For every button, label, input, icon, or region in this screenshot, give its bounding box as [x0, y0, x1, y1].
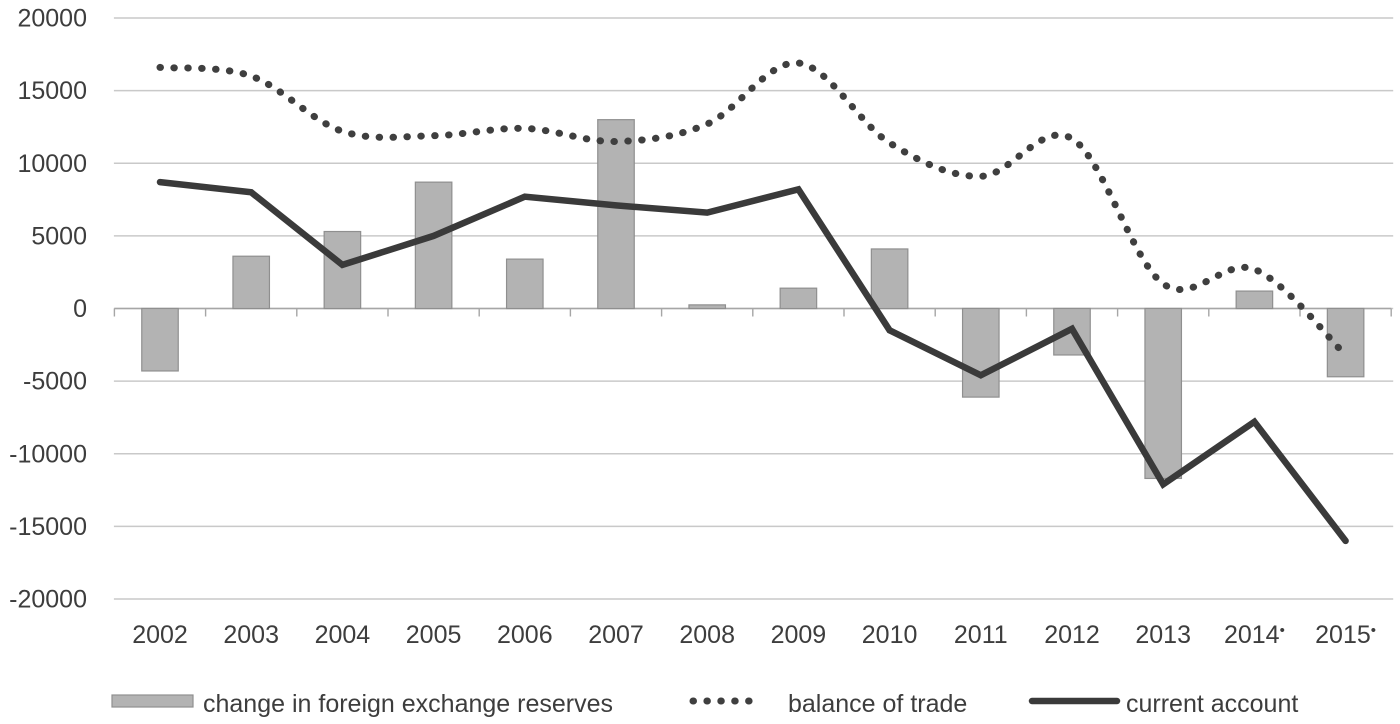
bar-2007	[597, 119, 635, 310]
bar-2002	[141, 307, 179, 372]
balance-of-trade-series	[156, 59, 1350, 359]
bar-2013	[1144, 307, 1183, 480]
y-axis-tick-label: -15000	[9, 513, 87, 541]
x-axis-label: 2010	[862, 621, 918, 649]
x-axis-label: 2011	[954, 621, 1008, 649]
current-account-series	[156, 178, 1349, 545]
x-axis-label: 2002	[132, 621, 188, 649]
x-axis-label: 2008	[679, 621, 735, 649]
x-axis-label: 2013	[1135, 621, 1191, 649]
bar-2006	[505, 258, 544, 310]
bar-2008	[688, 304, 727, 310]
y-axis-tick-label: -10000	[9, 440, 87, 468]
legend-label-bar: change in foreign exchange reserves	[203, 690, 613, 718]
x-axis-label: 2009	[771, 621, 827, 649]
x-axis-label: 2012	[1044, 621, 1100, 649]
bar-2014	[1235, 290, 1274, 310]
bar-2004	[323, 230, 362, 310]
bar-2015	[1326, 307, 1365, 378]
y-axis-tick-label: 0	[73, 295, 87, 323]
x-axis-label: 2003	[223, 621, 279, 649]
bar-2010	[870, 248, 909, 310]
legend-label-line: current account	[1126, 690, 1298, 718]
bar-2003	[232, 255, 271, 310]
bar-2009	[779, 287, 818, 310]
y-axis-tick-label: 5000	[31, 222, 87, 250]
legend-label-dotted: balance of trade	[788, 690, 967, 718]
x-axis-label: 2015•	[1315, 621, 1376, 649]
x-axis-label: 2005	[406, 621, 462, 649]
y-axis-tick-label: -20000	[9, 586, 87, 614]
y-axis-tick-label: 15000	[17, 77, 87, 105]
y-axis-tick-label: 10000	[17, 150, 87, 178]
y-axis-tick-label: -5000	[23, 368, 87, 396]
x-axis-label: 2004	[315, 621, 371, 649]
bar-2011	[961, 307, 1000, 398]
bar-2005	[414, 181, 453, 310]
x-axis-label: 2006	[497, 621, 553, 649]
y-axis-tick-label: 20000	[17, 5, 87, 33]
x-axis-label: 2007	[588, 621, 644, 649]
legend-bar-swatch	[111, 694, 194, 708]
x-axis-label: 2014•	[1224, 621, 1285, 649]
